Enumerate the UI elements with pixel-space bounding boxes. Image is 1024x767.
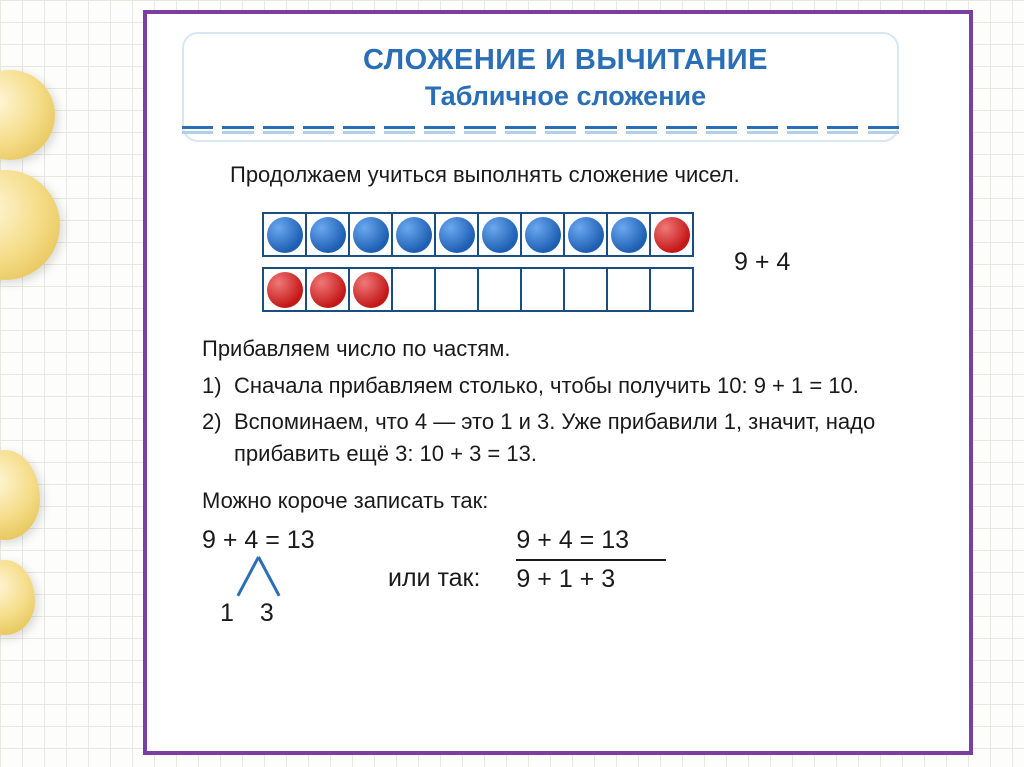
title-underline (182, 126, 899, 134)
steps-list: 1)Сначала прибавляем столько, чтобы полу… (202, 370, 929, 470)
title-block: СЛОЖЕНИЕ И ВЫЧИТАНИЕ Табличное сложение (202, 44, 929, 140)
blue-dot-icon (439, 217, 475, 253)
blue-dot-icon (568, 217, 604, 253)
counting-rows (262, 212, 694, 312)
stacked-expression: 9 + 4 = 13 9 + 1 + 3 (516, 526, 666, 594)
tree-line (237, 556, 260, 596)
blue-dot-icon (353, 217, 389, 253)
counting-cell (262, 212, 307, 257)
lead-text: Прибавляем число по частям. (202, 336, 929, 362)
counting-cell (563, 212, 608, 257)
step-number: 1) (202, 370, 234, 402)
tree-leaf-right: 3 (260, 599, 274, 628)
short-label: Можно короче записать так: (202, 488, 929, 514)
or-label: или так: (388, 560, 480, 593)
counting-cell (520, 212, 565, 257)
blue-dot-icon (310, 217, 346, 253)
bottom-row: 9 + 4 = 13 1 3 или так: 9 + 4 = 13 9 + 1… (202, 526, 929, 628)
decor-oval (0, 560, 35, 635)
counting-cell (434, 267, 479, 312)
counting-cell (477, 212, 522, 257)
counting-cell (477, 267, 522, 312)
blue-dot-icon (525, 217, 561, 253)
cell-row-1 (262, 212, 694, 257)
blue-dot-icon (396, 217, 432, 253)
counting-cell (649, 212, 694, 257)
counting-cell (520, 267, 565, 312)
expression: 9 + 4 (734, 248, 790, 277)
tree-line (257, 556, 280, 596)
blue-dot-icon (267, 217, 303, 253)
title-line-1: СЛОЖЕНИЕ И ВЫЧИТАНИЕ (202, 44, 929, 77)
step-number: 2) (202, 406, 234, 470)
counting-cell (391, 212, 436, 257)
decor-circle (0, 170, 60, 280)
step-item: 2)Вспоминаем, что 4 — это 1 и 3. Уже при… (202, 406, 929, 470)
title-line-2: Табличное сложение (202, 81, 929, 112)
stacked-top: 9 + 4 = 13 (516, 526, 666, 555)
decor-circle (0, 70, 55, 160)
tree-leaf-left: 1 (220, 599, 234, 628)
blue-dot-icon (611, 217, 647, 253)
tree-lines (202, 557, 352, 603)
red-dot-icon (267, 272, 303, 308)
counting-cell (606, 267, 651, 312)
cell-row-2 (262, 267, 694, 312)
number-tree: 9 + 4 = 13 1 3 (202, 526, 352, 628)
counting-cell (305, 267, 350, 312)
red-dot-icon (310, 272, 346, 308)
textbook-panel: СЛОЖЕНИЕ И ВЫЧИТАНИЕ Табличное сложение … (143, 10, 973, 755)
step-text: Сначала прибавляем столько, чтобы получи… (234, 370, 929, 402)
counting-cell (348, 267, 393, 312)
manipulative-block: 9 + 4 (262, 212, 929, 312)
counting-cell (434, 212, 479, 257)
counting-cell (262, 267, 307, 312)
counting-cell (606, 212, 651, 257)
counting-cell (649, 267, 694, 312)
fraction-line (516, 559, 666, 561)
counting-cell (348, 212, 393, 257)
step-text: Вспоминаем, что 4 — это 1 и 3. Уже приба… (234, 406, 929, 470)
tree-top: 9 + 4 = 13 (202, 526, 352, 555)
tree-bottom: 1 3 (220, 599, 352, 628)
red-dot-icon (654, 217, 690, 253)
stacked-bottom: 9 + 1 + 3 (516, 565, 666, 594)
counting-cell (563, 267, 608, 312)
decor-oval (0, 450, 40, 540)
counting-cell (391, 267, 436, 312)
red-dot-icon (353, 272, 389, 308)
counting-cell (305, 212, 350, 257)
decor-circles (0, 0, 110, 767)
blue-dot-icon (482, 217, 518, 253)
intro-text: Продолжаем учиться выполнять сложение чи… (230, 162, 929, 188)
step-item: 1)Сначала прибавляем столько, чтобы полу… (202, 370, 929, 402)
